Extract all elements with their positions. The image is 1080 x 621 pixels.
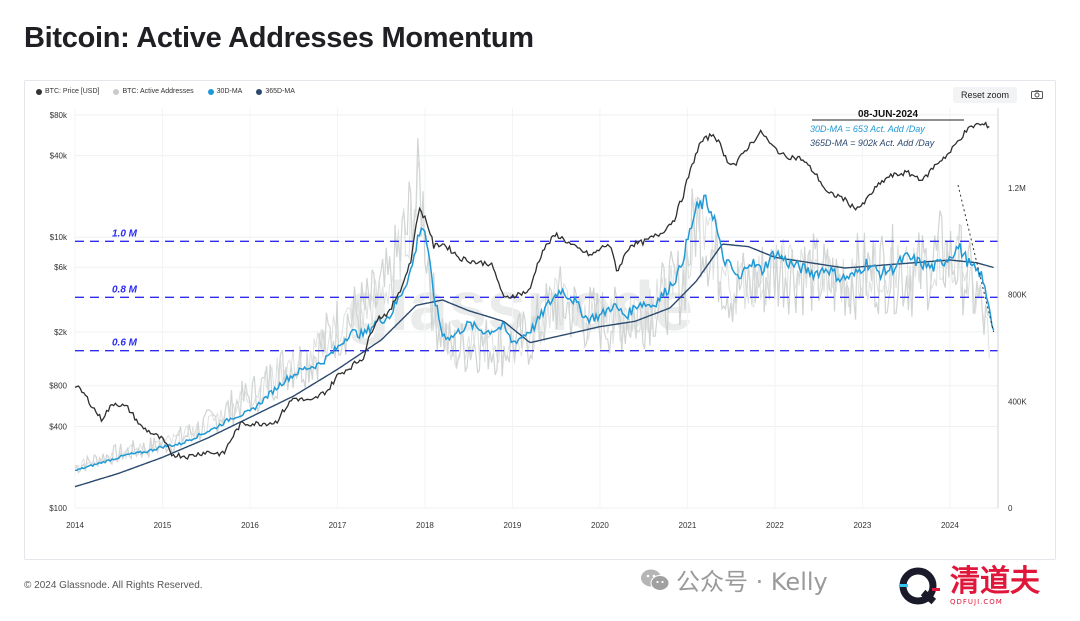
y-left-tick-label: $800 (49, 382, 67, 391)
legend-item-active-addresses[interactable]: BTC: Active Addresses (113, 88, 194, 95)
legend-dot-price (36, 88, 42, 95)
series-active-addresses-band (74, 161, 990, 473)
annotation-date: 08-JUN-2024 (858, 109, 918, 120)
y-left-tick-label: $80k (50, 111, 68, 120)
y-right-tick-label: 0 (1008, 504, 1013, 513)
reference-line-label: 0.6 M (112, 338, 138, 349)
chart-area: glassnode 1.0 M0.8 M0.6 M $80k$40k$10k$6… (49, 108, 1027, 530)
page-title: Bitcoin: Active Addresses Momentum (24, 22, 534, 54)
q-logo-icon (899, 567, 940, 605)
x-tick-label: 2020 (591, 521, 609, 530)
y-left-tick-label: $100 (49, 504, 67, 513)
legend-label-30d-ma: 30D-MA (216, 88, 243, 95)
x-tick-label: 2014 (66, 521, 84, 530)
x-tick-label: 2017 (329, 521, 347, 530)
y-right-tick-label: 1.2M (1008, 184, 1026, 193)
legend-dot-30d-ma (207, 88, 214, 95)
annotation-leader (957, 184, 995, 333)
wechat-watermark: 公众号 · Kelly (640, 562, 828, 597)
y-left-tick-label: $10k (50, 233, 68, 242)
series-365d-ma (74, 243, 994, 488)
annotation-30d-ma: 30D-MA = 653 Act. Add /Day (810, 124, 925, 134)
x-tick-label: 2021 (679, 521, 697, 530)
x-tick-label: 2015 (154, 521, 172, 530)
legend-label-active-addresses: BTC: Active Addresses (122, 88, 194, 95)
wechat-icon (641, 569, 670, 591)
legend-label-price: BTC: Price [USD] (45, 88, 100, 95)
reference-line-label: 1.0 M (112, 228, 138, 239)
y-left-tick-label: $6k (54, 263, 68, 272)
x-tick-label: 2016 (241, 521, 259, 530)
legend-dot-365d-ma (256, 88, 263, 95)
y-left-tick-label: $2k (54, 328, 68, 337)
series-30d-ma (74, 194, 995, 472)
y-left-tick-label: $40k (50, 152, 68, 161)
y-right-tick-label: 800K (1008, 291, 1027, 300)
annotation-365d-ma: 365D-MA = 902k Act. Add /Day (810, 138, 935, 148)
copyright-text: © 2024 Glassnode. All Rights Reserved. (24, 580, 203, 591)
legend-dot-active-addresses (113, 88, 120, 95)
y-left-tick-label: $400 (49, 422, 67, 431)
series-active-addresses (74, 138, 990, 475)
reset-zoom-button[interactable]: Reset zoom (953, 87, 1018, 103)
legend-item-price[interactable]: BTC: Price [USD] (36, 88, 99, 95)
x-tick-label: 2018 (416, 521, 434, 530)
y-right-tick-label: 400K (1008, 397, 1027, 406)
reference-line-label: 0.8 M (112, 284, 138, 295)
qdfuji-logo: 清道夫 QDFUJI.COM (898, 566, 1040, 610)
chart-legend: BTC: Price [USD] BTC: Active Addresses 3… (36, 88, 295, 95)
x-tick-label: 2024 (941, 521, 959, 530)
wechat-watermark-text: 公众号 · Kelly (676, 568, 828, 596)
logo-subtext: QDFUJI.COM (950, 598, 1003, 606)
series-btc-price (74, 121, 990, 460)
x-tick-label: 2022 (766, 521, 784, 530)
x-tick-label: 2019 (504, 521, 522, 530)
x-tick-label: 2023 (853, 521, 871, 530)
legend-label-365d-ma: 365D-MA (265, 88, 295, 95)
logo-text: 清道夫 (950, 564, 1040, 599)
legend-item-30d-ma[interactable]: 30D-MA (207, 88, 243, 95)
camera-icon[interactable] (1031, 90, 1043, 99)
legend-item-365d-ma[interactable]: 365D-MA (256, 88, 295, 95)
